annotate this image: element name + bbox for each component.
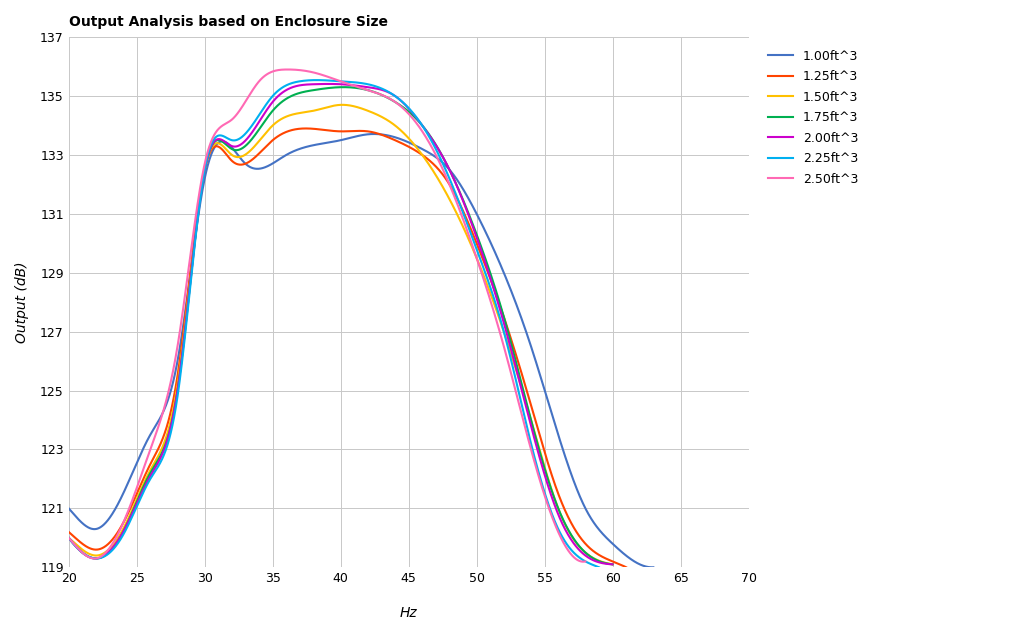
- 1.75ft^3: [160, 439, 172, 446]
- 2.50ft^3: [578, 558, 590, 566]
- Line: 1.25ft^3: 1.25ft^3: [69, 128, 626, 567]
- 1.75ft^3: [341, 83, 353, 91]
- 2.00ft^3: [160, 441, 172, 448]
- 2.25ft^3: [62, 534, 75, 542]
- 1.50ft^3: [73, 543, 85, 551]
- 1.00ft^3: [496, 265, 508, 272]
- 1.25ft^3: [615, 561, 628, 569]
- Line: 1.50ft^3: 1.50ft^3: [69, 105, 612, 565]
- 1.75ft^3: [308, 86, 321, 94]
- 1.25ft^3: [419, 153, 431, 161]
- Y-axis label: Output (dB): Output (dB): [15, 262, 29, 343]
- Line: 1.00ft^3: 1.00ft^3: [69, 134, 653, 567]
- 2.00ft^3: [308, 81, 321, 88]
- 1.00ft^3: [62, 505, 75, 512]
- 1.25ft^3: [295, 125, 307, 133]
- 1.25ft^3: [430, 163, 442, 171]
- 1.75ft^3: [62, 534, 75, 542]
- Legend: 1.00ft^3, 1.25ft^3, 1.50ft^3, 1.75ft^3, 2.00ft^3, 2.25ft^3, 2.50ft^3: 1.00ft^3, 1.25ft^3, 1.50ft^3, 1.75ft^3, …: [762, 43, 864, 192]
- 2.25ft^3: [565, 546, 578, 554]
- 2.50ft^3: [62, 534, 75, 542]
- 1.25ft^3: [413, 149, 425, 157]
- 1.75ft^3: [437, 155, 450, 163]
- 1.75ft^3: [606, 561, 618, 568]
- 1.75ft^3: [337, 83, 349, 91]
- 1.50ft^3: [62, 534, 75, 542]
- Line: 1.75ft^3: 1.75ft^3: [69, 87, 612, 565]
- 1.00ft^3: [647, 563, 659, 571]
- 1.75ft^3: [571, 540, 584, 548]
- Line: 2.50ft^3: 2.50ft^3: [69, 69, 586, 562]
- 2.25ft^3: [542, 499, 554, 507]
- Line: 2.25ft^3: 2.25ft^3: [69, 80, 599, 567]
- 2.00ft^3: [571, 545, 584, 552]
- 1.00ft^3: [368, 130, 380, 138]
- 1.50ft^3: [336, 101, 348, 109]
- 1.50ft^3: [606, 561, 618, 568]
- 2.00ft^3: [73, 545, 85, 553]
- 2.00ft^3: [437, 155, 450, 163]
- 1.50ft^3: [341, 102, 353, 109]
- 2.50ft^3: [282, 65, 294, 73]
- 2.25ft^3: [169, 405, 181, 413]
- 2.00ft^3: [62, 534, 75, 542]
- 1.50ft^3: [160, 434, 172, 441]
- 1.00ft^3: [296, 144, 308, 152]
- 2.50ft^3: [221, 119, 233, 126]
- Text: Output Analysis based on Enclosure Size: Output Analysis based on Enclosure Size: [69, 15, 388, 29]
- 1.75ft^3: [73, 545, 85, 553]
- 1.00ft^3: [646, 563, 658, 571]
- 2.00ft^3: [323, 80, 335, 88]
- 1.50ft^3: [437, 185, 450, 192]
- 1.50ft^3: [308, 107, 321, 114]
- 2.50ft^3: [450, 196, 462, 204]
- Line: 2.00ft^3: 2.00ft^3: [69, 84, 612, 565]
- 2.00ft^3: [606, 561, 618, 568]
- 1.00ft^3: [274, 154, 287, 162]
- 1.00ft^3: [473, 216, 485, 224]
- 2.50ft^3: [580, 558, 592, 565]
- 2.25ft^3: [195, 189, 207, 197]
- 1.25ft^3: [62, 528, 75, 536]
- 2.50ft^3: [78, 550, 90, 558]
- 2.50ft^3: [206, 135, 218, 143]
- 1.00ft^3: [388, 133, 400, 141]
- X-axis label: Hz: Hz: [399, 606, 418, 620]
- 1.25ft^3: [300, 124, 312, 132]
- 1.25ft^3: [620, 563, 632, 571]
- 1.00ft^3: [613, 547, 626, 554]
- 2.25ft^3: [593, 563, 605, 571]
- 2.25ft^3: [310, 76, 323, 84]
- 2.25ft^3: [383, 88, 395, 96]
- 1.25ft^3: [587, 547, 599, 554]
- 2.50ft^3: [351, 83, 364, 91]
- 2.00ft^3: [341, 81, 353, 88]
- 1.50ft^3: [571, 541, 584, 549]
- 2.50ft^3: [483, 293, 496, 301]
- 2.25ft^3: [535, 478, 547, 485]
